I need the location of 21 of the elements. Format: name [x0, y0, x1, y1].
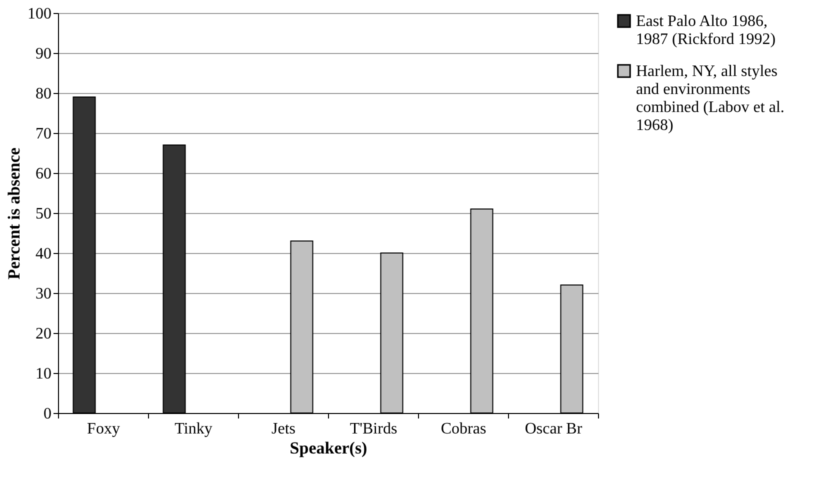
- y-tick-label: 60: [36, 166, 52, 182]
- y-tick-label: 30: [36, 286, 52, 302]
- y-tick-label: 20: [36, 326, 52, 342]
- y-tick-label: 90: [36, 46, 52, 62]
- x-axis-title: Speaker(s): [290, 438, 368, 458]
- y-tick-label: 0: [44, 406, 52, 422]
- x-tick-label: Oscar Br: [524, 420, 583, 438]
- legend-label: Harlem, NY, all styles and environments combined (Labov et al. 1968): [636, 63, 784, 134]
- y-tick-label: 40: [36, 246, 52, 262]
- x-tick-label: Tinky: [174, 420, 212, 438]
- x-tick-label: Jets: [272, 420, 296, 438]
- legend-label: East Palo Alto 1986, 1987 (Rickford 1992): [636, 13, 776, 48]
- x-tick-label: Cobras: [440, 420, 486, 438]
- y-tick-label: 10: [36, 366, 52, 382]
- y-tick-label: 100: [28, 6, 52, 22]
- x-tick-label: Foxy: [87, 420, 120, 438]
- y-tick-label: 80: [36, 86, 52, 102]
- y-tick-label: 70: [36, 126, 52, 142]
- y-tick-label: 50: [36, 206, 52, 222]
- x-tick-label: T'Birds: [350, 420, 398, 438]
- y-axis-title: Percent is absence: [4, 147, 24, 280]
